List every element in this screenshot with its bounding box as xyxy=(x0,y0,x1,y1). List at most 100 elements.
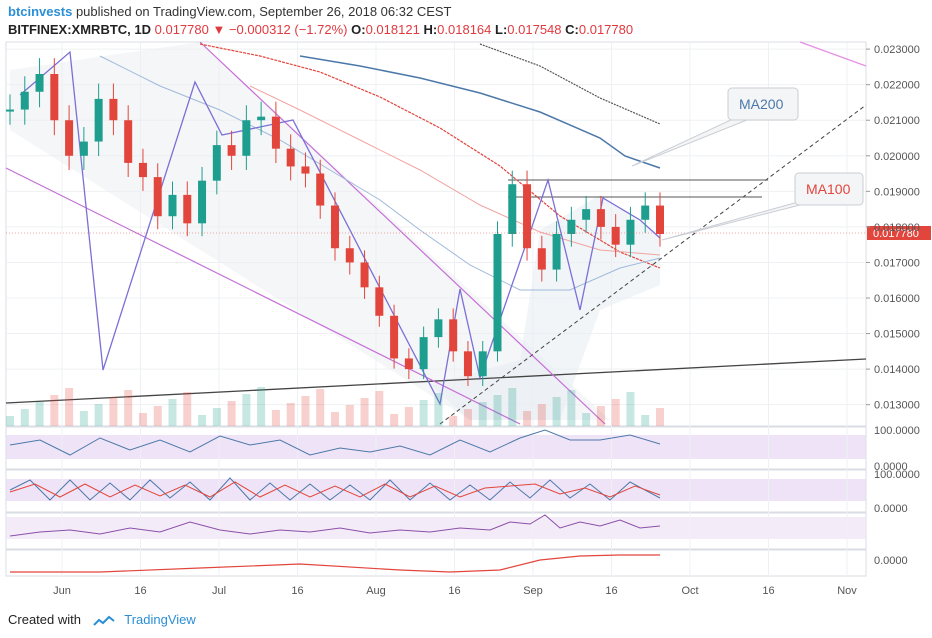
candle-body xyxy=(478,351,487,377)
volume-bar xyxy=(198,415,207,426)
channel-fill xyxy=(10,42,610,420)
osc-tick-label: 100.0000 xyxy=(874,425,920,437)
author-name[interactable]: btcinvests xyxy=(8,4,73,19)
candle-body xyxy=(434,319,443,338)
volume-bar xyxy=(434,393,443,426)
volume-bar xyxy=(94,404,103,426)
candle-body xyxy=(582,209,591,220)
candle-body xyxy=(345,248,354,263)
osc-tick-label: 0.0000 xyxy=(874,555,908,567)
volume-bar xyxy=(449,416,458,426)
stoch-line xyxy=(9,477,661,501)
y-tick-label: 0.021000 xyxy=(874,115,920,127)
x-tick-label: Nov xyxy=(837,585,857,597)
volume-bar xyxy=(183,392,192,426)
close-value: 0.017780 xyxy=(578,22,634,37)
candle-body xyxy=(109,98,118,121)
volume-bar xyxy=(331,412,339,426)
candle-body xyxy=(212,145,221,181)
y-tick-label: 0.014000 xyxy=(874,364,920,376)
publish-info: published on TradingView.com, September … xyxy=(75,4,452,19)
last-price: 0.017780 xyxy=(154,22,209,37)
candle-body xyxy=(611,226,620,245)
candle-body xyxy=(183,194,192,224)
support-line xyxy=(5,358,867,404)
volume-bar xyxy=(419,400,428,426)
volume-bar xyxy=(168,399,177,426)
volume-bar xyxy=(641,415,650,426)
channel-upper-right xyxy=(799,41,867,67)
last-price-text: 0.017780 xyxy=(873,228,919,240)
osc-line xyxy=(9,514,661,537)
volume-bars xyxy=(6,387,664,426)
y-tick-label: 0.018000 xyxy=(874,222,920,234)
candle-body xyxy=(316,173,325,206)
tradingview-logo-icon[interactable] xyxy=(92,615,115,627)
candle-body xyxy=(567,219,576,234)
candle-body xyxy=(257,116,266,121)
volume-bar xyxy=(124,390,133,426)
candle-body xyxy=(360,262,369,288)
y-tick-label: 0.013000 xyxy=(874,400,920,412)
stoch-band xyxy=(6,479,866,501)
y-tick-label: 0.016000 xyxy=(874,293,920,305)
volume-bar xyxy=(6,416,14,426)
volume-bar xyxy=(271,410,280,426)
publish-line: btcinvests published on TradingView.com,… xyxy=(8,4,452,19)
candle-body xyxy=(537,248,546,270)
volume-bar xyxy=(656,408,664,426)
x-tick-label: Oct xyxy=(681,585,698,597)
volume-bar xyxy=(537,404,546,426)
volume-bar xyxy=(404,407,413,426)
volume-bar xyxy=(493,395,502,426)
time-axis[interactable]: Jun 16 Jul 16 Aug 16 Sep 16 Oct 16 Nov xyxy=(53,585,857,597)
volume-bar xyxy=(375,391,384,426)
tradingview-link[interactable]: TradingView xyxy=(124,612,196,627)
osc-tick-label: 100.0000 xyxy=(874,469,920,481)
candle-body xyxy=(271,116,280,149)
candle-body xyxy=(641,205,650,220)
volume-bar xyxy=(316,389,325,426)
x-tick-label: 16 xyxy=(134,585,146,597)
close-label: C: xyxy=(565,22,579,37)
volume-bar xyxy=(20,409,29,426)
candle-body xyxy=(596,209,605,227)
x-tick-label: Aug xyxy=(366,585,386,597)
y-tick-label: 0.015000 xyxy=(874,329,920,341)
volume-bar xyxy=(463,409,472,426)
volume-bar xyxy=(138,413,147,426)
ma50-line xyxy=(249,85,661,256)
y-tick-label: 0.020000 xyxy=(874,151,920,163)
candle-body xyxy=(168,194,177,217)
y-tick-label: 0.017000 xyxy=(874,257,920,269)
candle-body xyxy=(286,148,295,167)
candle-body xyxy=(198,180,207,224)
y-tick-label: 0.022000 xyxy=(874,80,920,92)
ma25-line xyxy=(99,55,661,291)
volume-bar xyxy=(552,397,561,426)
candles xyxy=(6,58,664,387)
price-axis[interactable]: 0.023000 0.022000 0.021000 0.020000 0.019000… xyxy=(866,44,920,412)
rsi-band xyxy=(6,435,866,459)
ma100-callout[interactable] xyxy=(794,172,864,206)
candle-body xyxy=(94,98,103,142)
osc-tick-label: 0.0000 xyxy=(874,461,908,473)
ma200-callout[interactable] xyxy=(727,87,799,121)
candle-body xyxy=(390,315,399,359)
volume-bar xyxy=(478,402,487,426)
volume-bar xyxy=(596,406,605,426)
volume-bar xyxy=(301,396,310,426)
macd-pane[interactable] xyxy=(5,549,867,577)
candle-body xyxy=(449,319,458,352)
candle-body xyxy=(523,184,532,249)
osc-tick-label: 0.0000 xyxy=(874,503,908,515)
volume-bar xyxy=(242,394,251,426)
x-tick-label: Jul xyxy=(212,585,226,597)
open-value: 0.018121 xyxy=(365,22,420,37)
volume-bar xyxy=(257,387,266,426)
y-tick-label: 0.019000 xyxy=(874,186,920,198)
volume-bar xyxy=(50,395,59,426)
candle-body xyxy=(65,120,74,156)
volume-bar xyxy=(227,401,236,426)
